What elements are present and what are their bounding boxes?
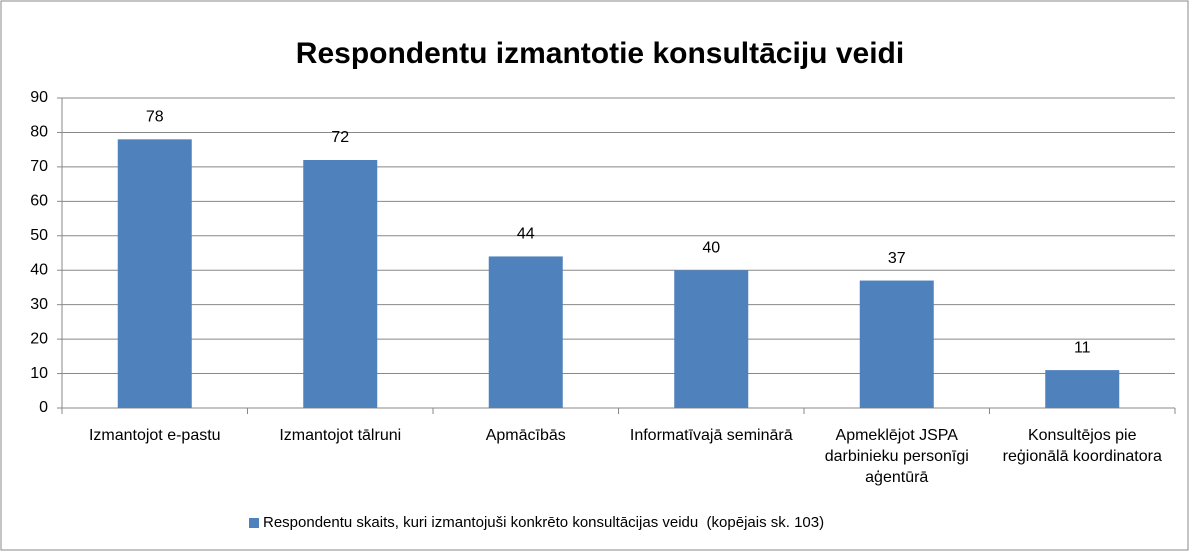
data-label: 11 bbox=[1074, 339, 1091, 356]
chart-title: Respondentu izmantotie konsultāciju veid… bbox=[296, 37, 904, 70]
x-tick-label: Apmācībās bbox=[485, 427, 566, 444]
x-tick-label: Izmantojot tālruni bbox=[279, 427, 402, 444]
x-tick-label: Konsultējos pie reģionālā koordinatora bbox=[1002, 427, 1162, 465]
legend-swatch bbox=[249, 518, 259, 528]
y-tick-label: 0 bbox=[39, 399, 48, 416]
x-tick-label: Informatīvajā seminārā bbox=[629, 427, 793, 444]
y-tick-label: 90 bbox=[30, 89, 48, 106]
bar bbox=[1045, 370, 1120, 408]
data-label: 78 bbox=[146, 109, 164, 126]
x-tick-label: Izmantojot e-pastu bbox=[88, 427, 221, 444]
bar bbox=[674, 270, 749, 408]
data-label: 37 bbox=[888, 250, 906, 267]
data-label: 44 bbox=[517, 226, 535, 243]
y-tick-label: 50 bbox=[30, 227, 48, 244]
y-tick-label: 80 bbox=[30, 124, 48, 141]
legend-label: Respondentu skaits, kuri izmantojuši kon… bbox=[263, 514, 824, 531]
y-tick-label: 40 bbox=[30, 261, 48, 278]
bar bbox=[303, 160, 378, 408]
y-tick-label: 30 bbox=[30, 296, 48, 313]
data-label: 40 bbox=[702, 239, 720, 256]
data-label: 72 bbox=[331, 129, 349, 146]
y-tick-label: 10 bbox=[30, 365, 48, 382]
y-tick-label: 70 bbox=[30, 158, 48, 175]
x-tick-label: Apmeklējot JSPA darbinieku personīgi aģe… bbox=[824, 427, 969, 486]
y-tick-label: 60 bbox=[30, 193, 48, 210]
bar bbox=[859, 280, 934, 408]
bar bbox=[488, 256, 563, 408]
y-tick-label: 20 bbox=[30, 330, 48, 347]
bar bbox=[117, 139, 192, 409]
